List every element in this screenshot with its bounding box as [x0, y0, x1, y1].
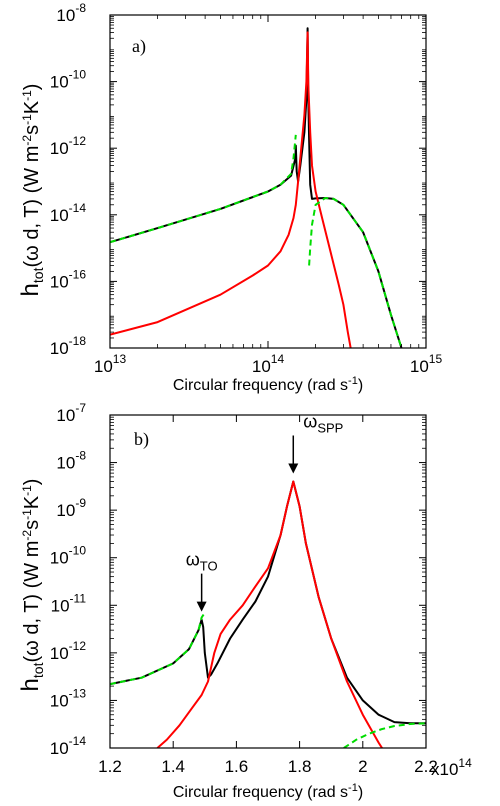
y-axis-label-a-sup2: -1	[20, 114, 34, 125]
x-tick-label: 1.8	[288, 757, 312, 776]
series-line-1	[110, 31, 352, 348]
y-axis-label-b: htot(ω d, T) (W m-2s-1K-1)	[17, 479, 46, 692]
y-axis-label-b-mid2: K	[21, 495, 43, 509]
annotation-label-to: ωTO	[186, 550, 218, 574]
annotation-label-spp: ωSPP	[303, 412, 343, 436]
annotations-b: ωTO ωSPP	[186, 412, 343, 612]
y-axis-label-b-end: )	[21, 479, 43, 486]
y-tick-label: 10-14	[50, 734, 87, 758]
panel-label-a: a)	[132, 36, 146, 57]
y-axis-label-a-end: )	[21, 84, 43, 91]
y-tick-label: 10-10	[50, 544, 87, 568]
y-tick-label: 10-16	[50, 267, 87, 291]
x-tick-label: 1.4	[161, 757, 185, 776]
y-axis-label-b-sup1: -2	[20, 530, 34, 541]
y-tick-label: 10-7	[56, 401, 86, 425]
x-axis-multiplier-b-exp: 14	[458, 756, 472, 770]
axes-a: 10-18 10-16 10-14 10-12 10-10 10-8 1013 1014 101…	[50, 1, 443, 376]
y-axis-label-a-sup1: -2	[20, 135, 34, 146]
y-axis-label-b-mid: s	[21, 520, 43, 530]
y-axis-label-a-sup3: -1	[20, 90, 34, 101]
annotation-arrow-head-to	[196, 601, 207, 612]
x-tick-label: 2	[358, 757, 367, 776]
y-tick-label: 10-8	[56, 1, 86, 25]
x-tick-label: 1014	[252, 352, 285, 376]
x-axis-label-a-text: Circular frequency (rad s	[173, 377, 348, 394]
series-line-2	[110, 134, 297, 244]
y-axis-label-b-rest: (ω d, T) (W m	[21, 541, 43, 663]
x-tick-label: 2.2	[414, 757, 438, 776]
series-group	[110, 480, 426, 748]
y-axis-label-a-main: h	[17, 283, 44, 296]
y-tick-label: 10-11	[51, 591, 87, 615]
x-axis-label-a-sup: -1	[348, 375, 358, 387]
y-axis-label-a-sub: tot	[30, 267, 46, 283]
y-tick-label: 10-13	[50, 686, 87, 710]
y-axis-label-a: htot(ω d, T) (W m-2s-1K-1)	[17, 84, 46, 297]
series-group	[110, 27, 403, 348]
x-axis-multiplier-b-base: x10	[431, 760, 458, 779]
x-axis-label-a: Circular frequency (rad s-1)	[173, 375, 363, 394]
y-axis-label-a-mid2: K	[21, 100, 43, 114]
annotation-arrow-head-spp	[288, 463, 299, 474]
x-tick-label: 1015	[410, 352, 443, 376]
series-line-2	[110, 612, 206, 686]
x-axis-label-b-sup: -1	[348, 782, 358, 794]
y-tick-label: 10-12	[50, 134, 87, 158]
panel-a: 10-18 10-16 10-14 10-12 10-10 10-8 1013 1014 101…	[17, 1, 442, 394]
x-tick-label: 1013	[94, 352, 127, 376]
y-tick-label: 10-10	[50, 68, 87, 92]
y-axis-label-b-main: h	[17, 678, 44, 691]
x-axis-label-a-end: )	[358, 377, 363, 394]
x-tick-label: 1.2	[98, 757, 122, 776]
y-axis-label-b-sub: tot	[30, 662, 46, 678]
panel-label-b: b)	[134, 429, 149, 450]
plot-frame-b	[109, 414, 427, 749]
y-tick-label: 10-12	[50, 639, 87, 663]
axes-b: 10-14 10-13 10-12 10-11 10-10 10-9 10-8 10-7 1.2…	[50, 401, 438, 776]
y-tick-label: 10-9	[56, 496, 86, 520]
panel-b: 10-14 10-13 10-12 10-11 10-10 10-9 10-8 10-7 1.2…	[17, 401, 472, 801]
x-axis-label-b-text: Circular frequency (rad s	[173, 784, 348, 801]
y-axis-label-a-mid: s	[21, 125, 43, 135]
plot-area-b	[110, 480, 426, 748]
series-line-0	[110, 480, 426, 725]
y-axis-label-a-rest: (ω d, T) (W m	[21, 146, 43, 268]
x-axis-multiplier-b: x1014	[431, 756, 472, 779]
series-line-1	[156, 480, 384, 748]
x-axis-label-b-end: )	[358, 784, 363, 801]
y-axis-label-b-sup3: -1	[20, 485, 34, 496]
y-tick-label: 10-8	[56, 449, 86, 473]
y-axis-label-b-sup2: -1	[20, 509, 34, 520]
y-tick-label: 10-18	[50, 334, 87, 358]
plot-area-a	[110, 27, 403, 348]
plot-frame-a	[109, 14, 427, 349]
x-axis-label-b: Circular frequency (rad s-1)	[173, 782, 363, 801]
series-line-3	[343, 722, 426, 748]
y-tick-label: 10-14	[50, 201, 87, 225]
x-tick-label: 1.6	[225, 757, 249, 776]
